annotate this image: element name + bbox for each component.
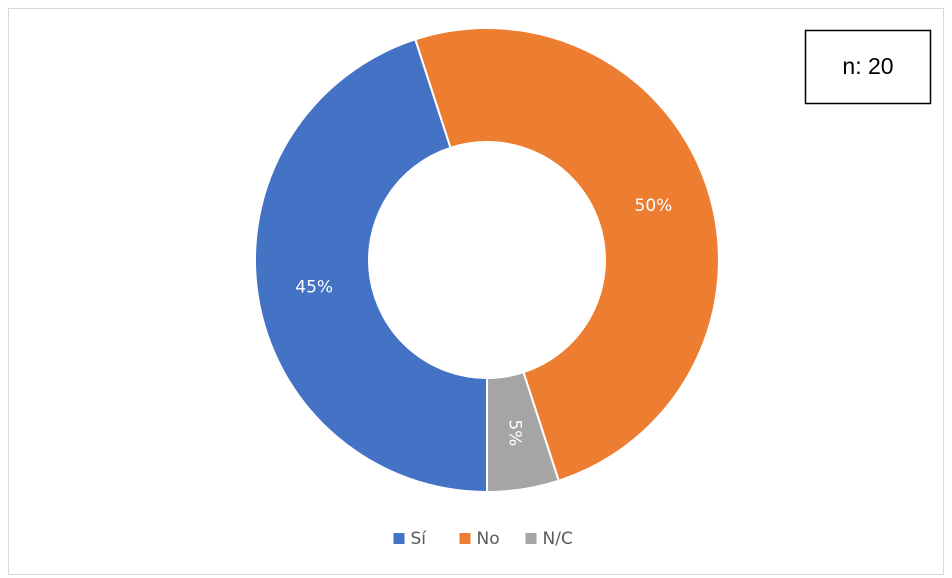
legend-label: N/C — [543, 529, 573, 549]
legend-label: Sí — [411, 529, 428, 549]
donut-slice — [486, 370, 560, 494]
legend-swatch — [459, 533, 471, 544]
donut-slice — [254, 38, 488, 494]
data-label: 50% — [635, 196, 673, 216]
annotation: n: 20 — [842, 53, 893, 79]
data-label: 45% — [295, 277, 333, 297]
legend-label: No — [477, 529, 500, 549]
legend-swatch — [393, 533, 405, 544]
data-label: 5% — [504, 419, 524, 446]
annotation-box — [804, 29, 932, 105]
legend-swatch — [525, 533, 537, 544]
donut-slice — [414, 27, 720, 482]
